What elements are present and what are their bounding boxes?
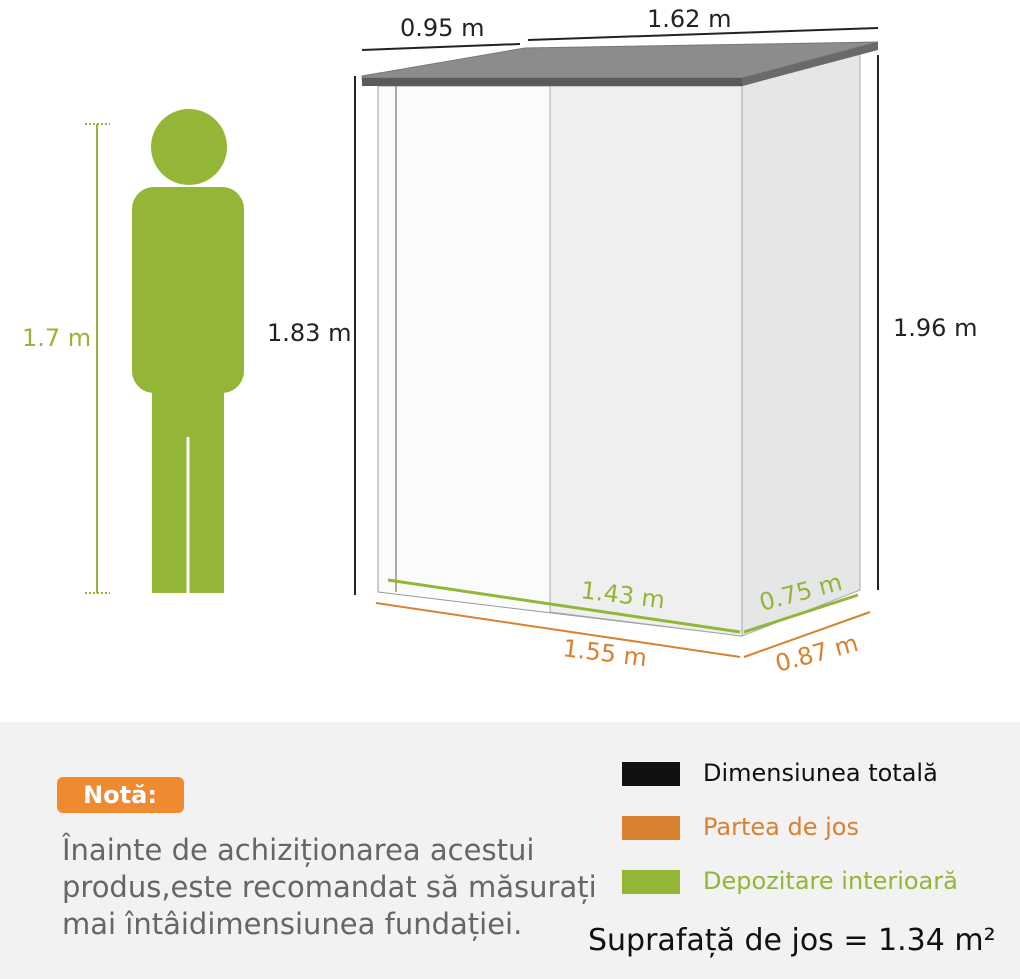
dimension-lines	[354, 27, 879, 658]
note-badge	[57, 777, 184, 813]
back-height-label: 1.96 m	[893, 314, 977, 342]
person-height-label: 1.7 m	[22, 324, 91, 352]
base-width-label: 1.55 m	[561, 634, 648, 672]
note-line: produs,este recomandat să măsurați	[62, 870, 597, 904]
legend-label: Dimensiunea totală	[703, 759, 938, 787]
person-figure	[132, 109, 244, 593]
legend-label: Partea de jos	[703, 813, 859, 841]
roof-width-label: 1.62 m	[647, 5, 731, 33]
front-height-label: 1.83 m	[267, 319, 351, 347]
legend-swatch	[622, 762, 680, 786]
legend-swatch	[622, 870, 680, 894]
legend-label: Depozitare interioară	[703, 867, 958, 895]
base-depth-label: 0.87 m	[772, 629, 861, 678]
note-badge-text: Notă:	[83, 781, 157, 809]
roof-depth-label: 0.95 m	[400, 14, 484, 42]
note-line: Înainte de achiziționarea acestui	[61, 833, 534, 867]
shed	[361, 41, 879, 637]
person-height-line	[85, 123, 110, 594]
note-line: mai întâidimensiunea fundației.	[62, 907, 522, 941]
legend-swatch	[622, 816, 680, 840]
area-text: Suprafață de jos = 1.34 m²	[588, 923, 996, 958]
info-panel	[0, 722, 1020, 979]
